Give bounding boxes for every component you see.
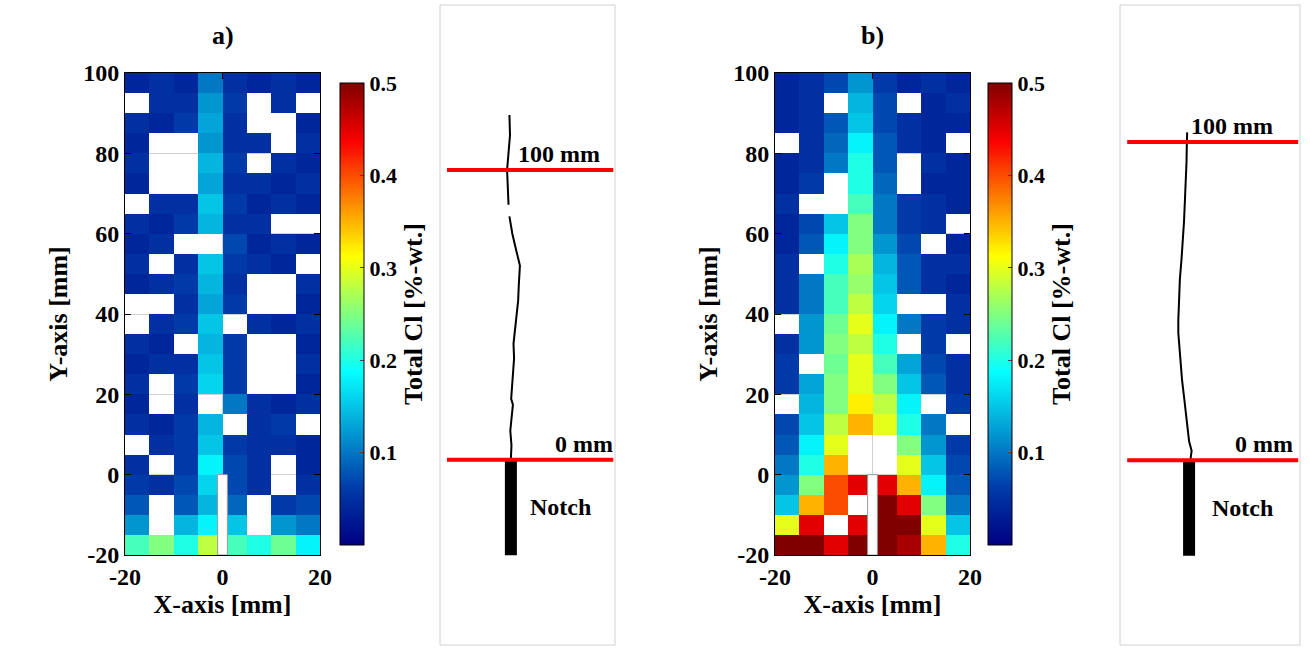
svg-text:a): a) [212, 21, 234, 50]
svg-text:-20: -20 [737, 542, 769, 568]
svg-text:0.5: 0.5 [1017, 71, 1045, 96]
svg-text:-20: -20 [759, 564, 791, 590]
svg-text:100: 100 [83, 60, 119, 86]
svg-text:60: 60 [95, 221, 119, 247]
svg-text:40: 40 [745, 301, 769, 327]
svg-text:0.1: 0.1 [369, 440, 397, 465]
svg-text:0.1: 0.1 [1017, 440, 1045, 465]
svg-text:0: 0 [107, 462, 119, 488]
svg-text:0: 0 [867, 564, 879, 590]
svg-text:20: 20 [308, 564, 332, 590]
svg-text:b): b) [861, 21, 884, 50]
svg-text:40: 40 [95, 301, 119, 327]
svg-text:Notch: Notch [1212, 495, 1273, 521]
svg-text:0 mm: 0 mm [555, 431, 613, 457]
svg-text:0: 0 [757, 462, 769, 488]
svg-text:0.4: 0.4 [369, 163, 397, 188]
svg-text:0.3: 0.3 [369, 255, 397, 280]
svg-text:-20: -20 [109, 564, 141, 590]
svg-text:0: 0 [217, 564, 229, 590]
svg-text:Y-axis [mm]: Y-axis [mm] [44, 246, 73, 382]
svg-text:20: 20 [745, 382, 769, 408]
svg-text:60: 60 [745, 221, 769, 247]
svg-text:Notch: Notch [530, 494, 591, 520]
svg-text:100 mm: 100 mm [1191, 113, 1273, 139]
svg-text:0 mm: 0 mm [1235, 431, 1293, 457]
svg-text:Total Cl [%-wt.]: Total Cl [%-wt.] [399, 223, 428, 405]
svg-text:0.3: 0.3 [1017, 255, 1045, 280]
svg-text:-20: -20 [87, 542, 119, 568]
svg-text:0.2: 0.2 [1017, 348, 1045, 373]
svg-text:0.4: 0.4 [1017, 163, 1045, 188]
svg-text:Total Cl [%-wt.]: Total Cl [%-wt.] [1047, 223, 1076, 405]
svg-text:0.5: 0.5 [369, 71, 397, 96]
svg-text:20: 20 [95, 382, 119, 408]
svg-text:80: 80 [745, 141, 769, 167]
svg-text:0.2: 0.2 [369, 348, 397, 373]
svg-text:100 mm: 100 mm [518, 141, 600, 167]
svg-text:X-axis [mm]: X-axis [mm] [804, 590, 942, 619]
svg-text:Y-axis [mm]: Y-axis [mm] [694, 246, 723, 382]
svg-text:20: 20 [958, 564, 982, 590]
svg-text:80: 80 [95, 141, 119, 167]
svg-text:X-axis [mm]: X-axis [mm] [154, 590, 292, 619]
svg-text:100: 100 [733, 60, 769, 86]
